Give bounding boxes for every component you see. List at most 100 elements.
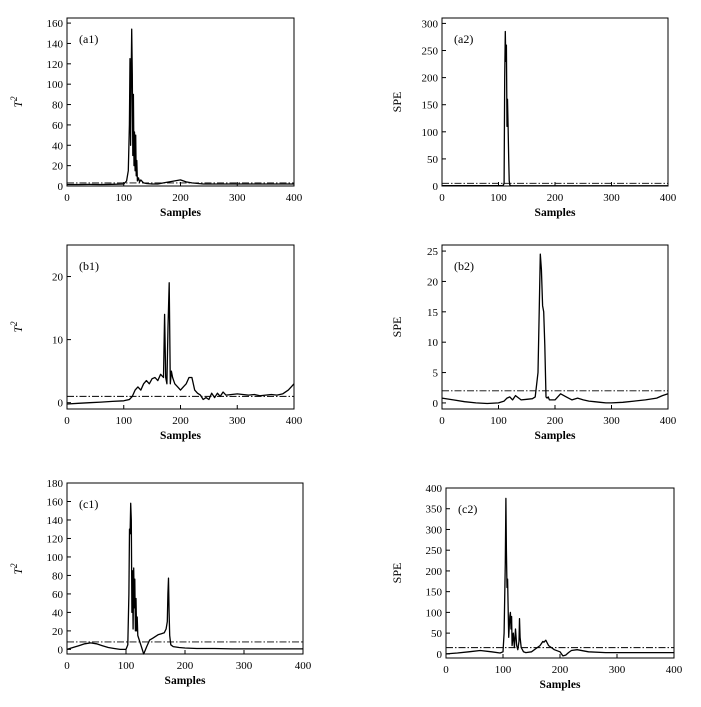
y-tick-label: 50 xyxy=(431,628,443,640)
y-tick-label: 0 xyxy=(58,398,64,410)
x-tick-label: 100 xyxy=(495,664,512,676)
x-tick-label: 400 xyxy=(660,192,677,204)
y-tick-label: 15 xyxy=(427,307,439,319)
statistic-series-line xyxy=(442,30,668,187)
statistic-series-line xyxy=(66,502,303,655)
y-axis-label-superscript: 2 xyxy=(9,96,19,101)
y-axis-label-main: SPE xyxy=(390,92,404,113)
y-tick-label: 350 xyxy=(426,504,443,516)
y-tick-label: 0 xyxy=(433,181,439,193)
y-tick-label: 250 xyxy=(422,46,439,58)
x-tick-label: 300 xyxy=(229,415,246,427)
y-axis-label-superscript: 2 xyxy=(9,321,19,326)
panel-label: (c1) xyxy=(79,497,98,511)
x-tick-label: 0 xyxy=(64,415,70,427)
y-tick-label: 120 xyxy=(47,533,64,545)
x-tick-label: 100 xyxy=(118,660,135,672)
y-tick-label: 20 xyxy=(52,161,64,173)
x-tick-label: 0 xyxy=(64,192,70,204)
x-tick-label: 300 xyxy=(236,660,253,672)
y-axis-label: SPE xyxy=(390,563,404,584)
y-tick-label: 0 xyxy=(433,398,439,410)
x-tick-label: 200 xyxy=(172,415,189,427)
y-axis-label-superscript: 2 xyxy=(9,563,19,568)
x-tick-label: 200 xyxy=(547,192,564,204)
y-tick-label: 60 xyxy=(52,589,64,601)
panel-a1: 0 100 200 300 400 0 20 40 60 80 100 120 140 160 (a1) Sa… xyxy=(9,17,303,219)
x-axis-label: Samples xyxy=(535,430,576,442)
x-tick-label: 100 xyxy=(116,192,133,204)
y-tick-label: 160 xyxy=(47,18,64,30)
y-axis-label: SPE xyxy=(390,317,404,338)
y-tick-label: 180 xyxy=(47,478,64,490)
y-tick-label: 140 xyxy=(47,38,64,50)
y-tick-label: 200 xyxy=(426,566,443,578)
y-axis-label-main: T xyxy=(11,325,25,333)
x-axis-label: Samples xyxy=(160,430,201,442)
y-tick-label: 40 xyxy=(52,140,64,152)
x-tick-label: 0 xyxy=(439,415,445,427)
y-axis-label: T2 xyxy=(9,96,25,108)
x-tick-label: 0 xyxy=(443,664,449,676)
y-axis-label: SPE xyxy=(390,92,404,113)
y-tick-label: 300 xyxy=(426,524,443,536)
plot-frame xyxy=(445,487,675,659)
x-tick-label: 300 xyxy=(603,415,620,427)
x-tick-label: 400 xyxy=(286,415,303,427)
y-tick-label: 0 xyxy=(58,181,64,193)
x-tick-label: 200 xyxy=(177,660,194,672)
x-tick-label: 200 xyxy=(172,192,189,204)
x-tick-label: 400 xyxy=(660,415,677,427)
y-tick-label: 20 xyxy=(427,276,439,288)
panel-a2: 0 100 200 300 400 0 50 100 150 200 250 300 (a2) Sampl… xyxy=(390,17,677,219)
y-axis-label-main: SPE xyxy=(390,563,404,584)
y-tick-label: 100 xyxy=(426,607,443,619)
y-tick-label: 100 xyxy=(422,127,439,139)
x-tick-label: 300 xyxy=(609,664,626,676)
y-axis-label-main: SPE xyxy=(390,317,404,338)
y-axis-label-main: T xyxy=(11,100,25,108)
y-tick-label: 150 xyxy=(422,100,439,112)
plot-frame xyxy=(441,244,669,410)
y-tick-label: 160 xyxy=(47,496,64,508)
statistic-series-line xyxy=(441,253,669,405)
y-tick-label: 100 xyxy=(47,552,64,564)
x-axis-label: Samples xyxy=(535,207,576,219)
x-tick-label: 200 xyxy=(547,415,564,427)
y-tick-label: 250 xyxy=(426,545,443,557)
x-tick-label: 200 xyxy=(552,664,569,676)
y-tick-label: 40 xyxy=(52,607,64,619)
x-tick-label: 400 xyxy=(286,192,303,204)
y-tick-label: 0 xyxy=(58,644,64,656)
x-tick-label: 0 xyxy=(64,660,70,672)
statistic-series-line xyxy=(66,282,295,405)
x-tick-label: 0 xyxy=(439,192,445,204)
x-tick-label: 300 xyxy=(603,192,620,204)
y-tick-label: 150 xyxy=(426,587,443,599)
y-axis-label: T2 xyxy=(9,321,25,333)
y-tick-label: 5 xyxy=(433,368,439,380)
y-tick-label: 10 xyxy=(52,335,64,347)
x-tick-label: 300 xyxy=(229,192,246,204)
y-tick-label: 10 xyxy=(427,337,439,349)
x-tick-label: 400 xyxy=(295,660,312,672)
x-tick-label: 100 xyxy=(490,192,507,204)
y-tick-label: 50 xyxy=(427,154,439,166)
panel-label: (c2) xyxy=(458,502,477,516)
x-axis-label: Samples xyxy=(165,675,206,687)
panel-b2: 0 100 200 300 400 0 5 10 15 20 25 (b2) Samples SPE xyxy=(390,244,677,442)
y-tick-label: 80 xyxy=(52,100,64,112)
panel-label: (b1) xyxy=(79,259,99,273)
panel-label: (a1) xyxy=(79,32,98,46)
plot-frame xyxy=(66,482,304,655)
x-tick-label: 400 xyxy=(666,664,683,676)
y-tick-label: 400 xyxy=(426,483,443,495)
y-tick-label: 140 xyxy=(47,515,64,527)
y-tick-label: 200 xyxy=(422,73,439,85)
plot-frame xyxy=(66,244,295,410)
y-axis-label-main: T xyxy=(11,567,25,575)
y-tick-label: 0 xyxy=(437,649,443,661)
y-tick-label: 300 xyxy=(422,18,439,30)
x-axis-label: Samples xyxy=(540,679,581,691)
